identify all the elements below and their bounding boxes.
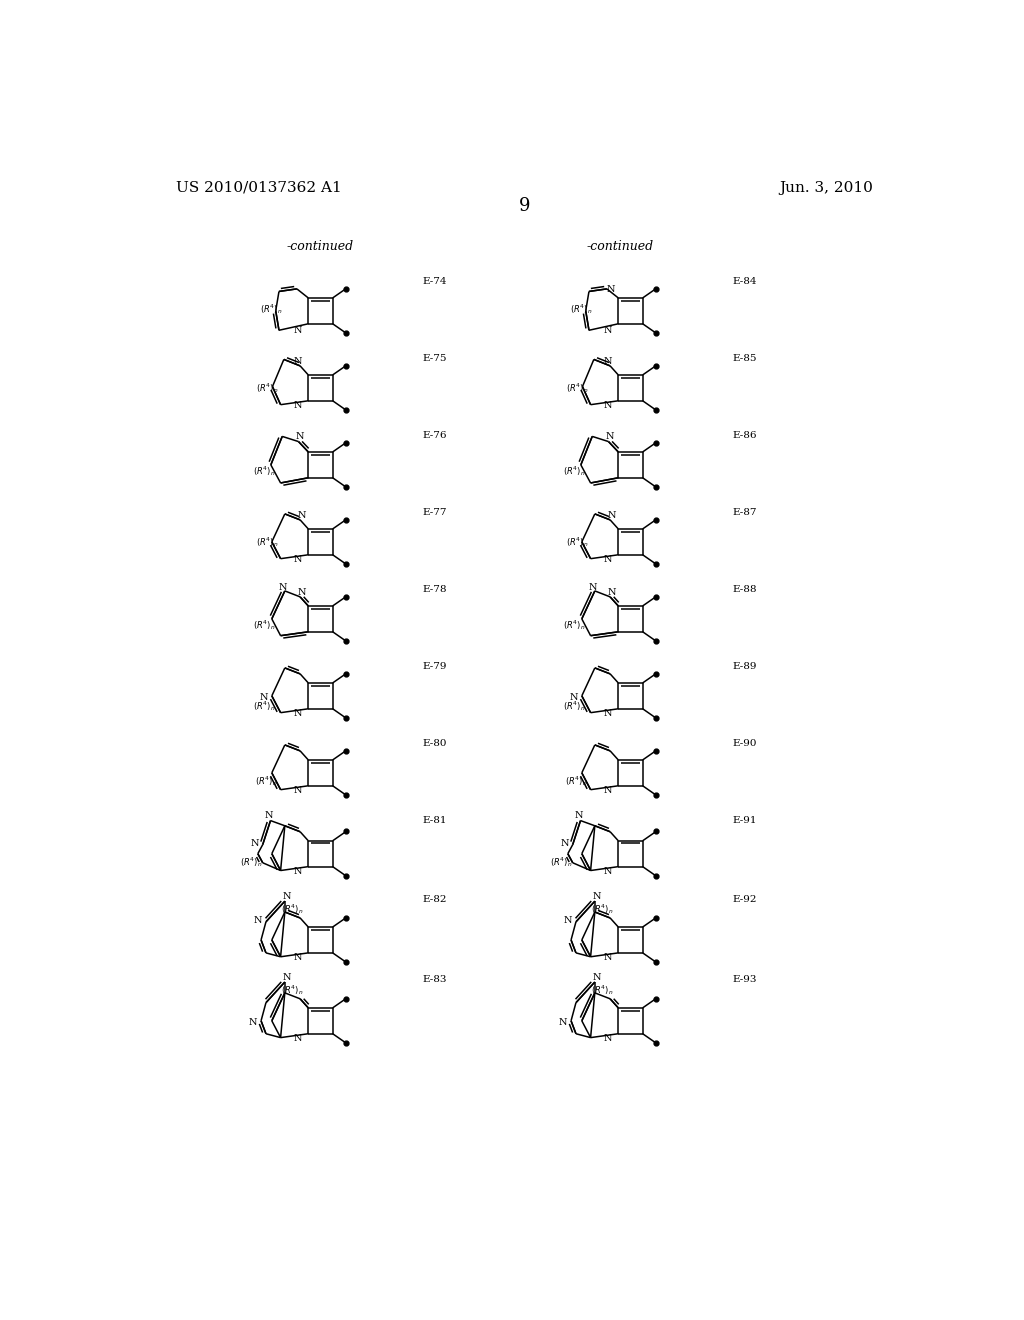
Text: E-78: E-78 bbox=[423, 585, 447, 594]
Text: E-79: E-79 bbox=[423, 663, 447, 671]
Text: N: N bbox=[283, 973, 291, 982]
Text: $(R^4)_n$: $(R^4)_n$ bbox=[256, 535, 279, 549]
Text: E-87: E-87 bbox=[732, 508, 757, 517]
Text: N: N bbox=[294, 356, 302, 366]
Text: N: N bbox=[604, 787, 612, 796]
Text: N: N bbox=[294, 787, 302, 796]
Text: $(R^4)_n$: $(R^4)_n$ bbox=[566, 535, 589, 549]
Text: N: N bbox=[574, 812, 584, 821]
Text: N: N bbox=[294, 556, 302, 565]
Text: N: N bbox=[293, 953, 302, 962]
Text: $(R^4)_n$: $(R^4)_n$ bbox=[240, 855, 262, 869]
Text: $(R^4)_n$: $(R^4)_n$ bbox=[591, 902, 613, 916]
Text: N: N bbox=[603, 953, 611, 962]
Text: E-89: E-89 bbox=[732, 663, 757, 671]
Text: $(R^4)_n$: $(R^4)_n$ bbox=[566, 381, 589, 395]
Text: 9: 9 bbox=[519, 197, 530, 215]
Text: E-88: E-88 bbox=[732, 585, 757, 594]
Text: N: N bbox=[560, 838, 568, 847]
Text: N: N bbox=[592, 973, 601, 982]
Text: E-86: E-86 bbox=[732, 432, 757, 440]
Text: -continued: -continued bbox=[587, 240, 653, 253]
Text: $(R^4)_n$: $(R^4)_n$ bbox=[563, 618, 586, 632]
Text: N: N bbox=[250, 838, 259, 847]
Text: $(R^4)_n$: $(R^4)_n$ bbox=[550, 855, 572, 869]
Text: N: N bbox=[607, 511, 615, 520]
Text: $(R^4)_n$: $(R^4)_n$ bbox=[569, 302, 592, 317]
Text: E-83: E-83 bbox=[423, 975, 447, 985]
Text: N: N bbox=[603, 356, 612, 366]
Text: N: N bbox=[293, 326, 302, 334]
Text: N: N bbox=[604, 867, 612, 876]
Text: N: N bbox=[603, 326, 611, 334]
Text: -continued: -continued bbox=[287, 240, 353, 253]
Text: $(R^4)_n$: $(R^4)_n$ bbox=[253, 465, 275, 478]
Text: N: N bbox=[279, 582, 287, 591]
Text: N: N bbox=[588, 582, 597, 591]
Text: N: N bbox=[296, 433, 304, 441]
Text: E-92: E-92 bbox=[732, 895, 757, 904]
Text: E-84: E-84 bbox=[732, 277, 757, 286]
Text: N: N bbox=[294, 867, 302, 876]
Text: E-81: E-81 bbox=[423, 816, 447, 825]
Text: $(R^4)_n$: $(R^4)_n$ bbox=[591, 983, 613, 997]
Text: E-75: E-75 bbox=[423, 354, 447, 363]
Text: $(R^4)_n$: $(R^4)_n$ bbox=[255, 774, 278, 788]
Text: N: N bbox=[294, 709, 302, 718]
Text: E-85: E-85 bbox=[732, 354, 757, 363]
Text: $(R^4)_n$: $(R^4)_n$ bbox=[281, 902, 303, 916]
Text: N: N bbox=[293, 1035, 302, 1043]
Text: E-90: E-90 bbox=[732, 739, 757, 748]
Text: N: N bbox=[563, 916, 572, 925]
Text: N: N bbox=[604, 556, 612, 565]
Text: $(R^4)_n$: $(R^4)_n$ bbox=[253, 618, 275, 632]
Text: $(R^4)_n$: $(R^4)_n$ bbox=[281, 983, 303, 997]
Text: US 2010/0137362 A1: US 2010/0137362 A1 bbox=[176, 181, 342, 194]
Text: N: N bbox=[283, 892, 291, 902]
Text: $(R^4)_n$: $(R^4)_n$ bbox=[563, 465, 586, 478]
Text: N: N bbox=[604, 401, 612, 411]
Text: N: N bbox=[297, 511, 306, 520]
Text: $(R^4)_n$: $(R^4)_n$ bbox=[564, 774, 587, 788]
Text: N: N bbox=[249, 1018, 257, 1027]
Text: E-80: E-80 bbox=[423, 739, 447, 748]
Text: N: N bbox=[603, 1035, 611, 1043]
Text: N: N bbox=[294, 401, 302, 411]
Text: E-76: E-76 bbox=[423, 432, 447, 440]
Text: E-82: E-82 bbox=[423, 895, 447, 904]
Text: E-93: E-93 bbox=[732, 975, 757, 985]
Text: $(R^4)_n$: $(R^4)_n$ bbox=[253, 698, 275, 713]
Text: N: N bbox=[265, 812, 273, 821]
Text: N: N bbox=[559, 1018, 567, 1027]
Text: N: N bbox=[604, 709, 612, 718]
Text: N: N bbox=[259, 693, 268, 702]
Text: Jun. 3, 2010: Jun. 3, 2010 bbox=[779, 181, 873, 194]
Text: N: N bbox=[607, 285, 615, 294]
Text: E-74: E-74 bbox=[423, 277, 447, 286]
Text: $(R^4)_n$: $(R^4)_n$ bbox=[260, 302, 282, 317]
Text: E-91: E-91 bbox=[732, 816, 757, 825]
Text: N: N bbox=[606, 433, 614, 441]
Text: E-77: E-77 bbox=[423, 508, 447, 517]
Text: N: N bbox=[607, 587, 615, 597]
Text: $(R^4)_n$: $(R^4)_n$ bbox=[256, 381, 279, 395]
Text: N: N bbox=[569, 693, 578, 702]
Text: N: N bbox=[592, 892, 601, 902]
Text: N: N bbox=[254, 916, 262, 925]
Text: N: N bbox=[297, 587, 306, 597]
Text: $(R^4)_n$: $(R^4)_n$ bbox=[563, 698, 586, 713]
